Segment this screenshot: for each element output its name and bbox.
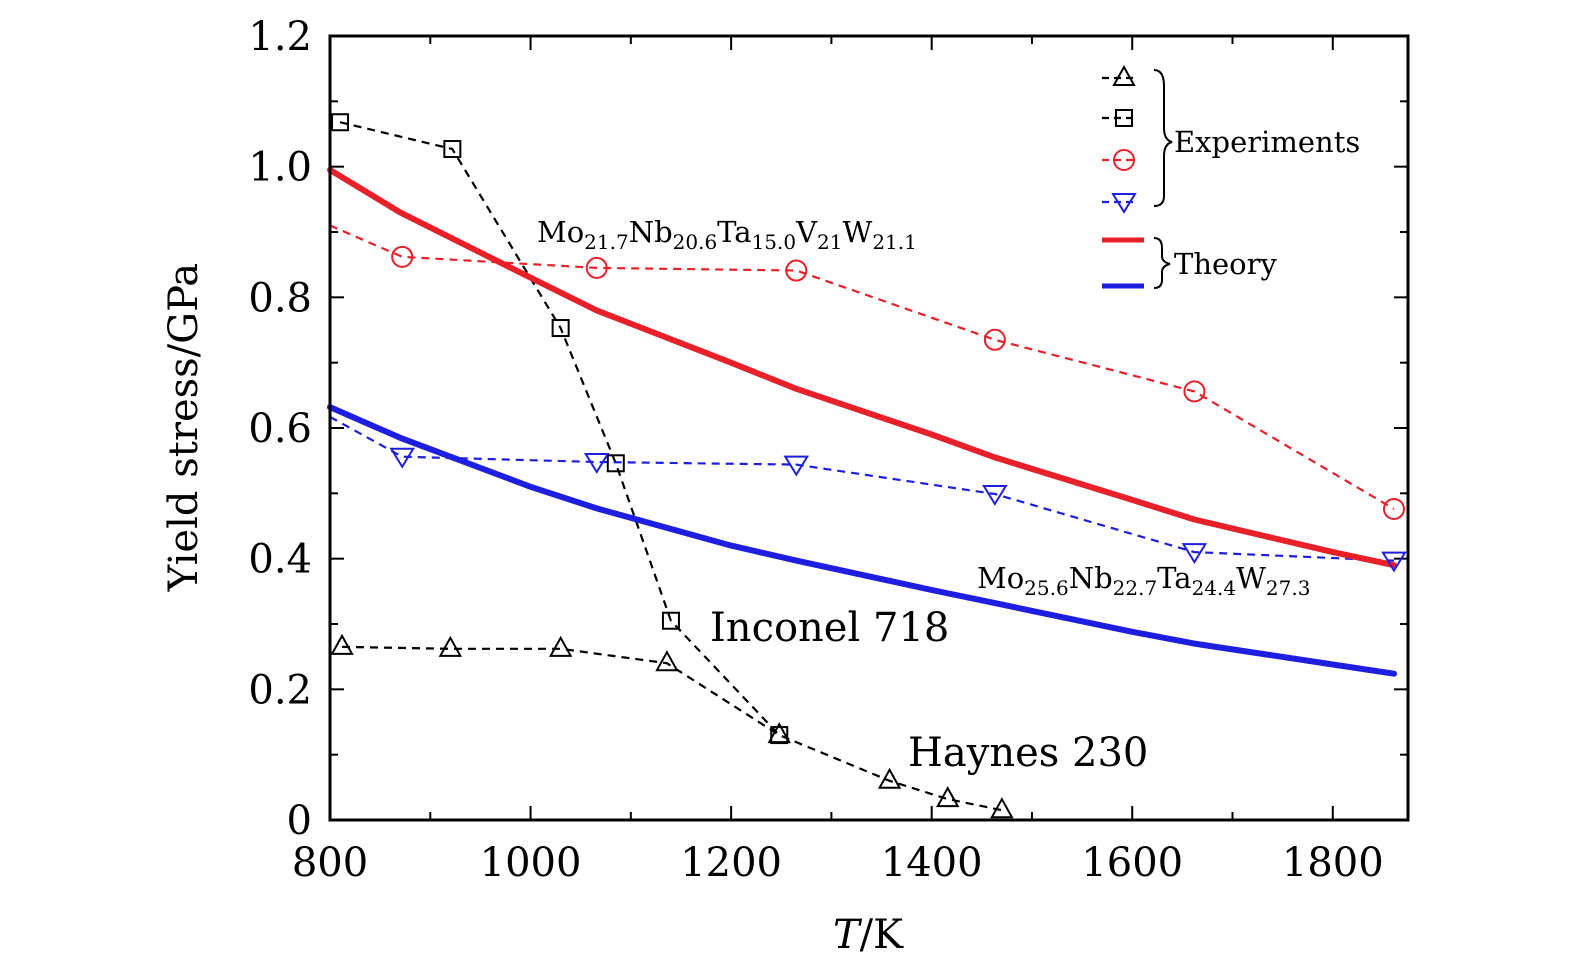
annotation-blue-alloy: Mo25.6Nb22.7Ta24.4W27.3 — [977, 561, 1310, 600]
x-tick-label: 1400 — [881, 840, 983, 886]
y-tick-label: 1.2 — [248, 14, 312, 60]
data-point-0 — [877, 767, 902, 789]
legend-brace-theory — [1153, 237, 1171, 289]
y-tick-label: 0.6 — [248, 406, 312, 452]
y-tick-label: 0.2 — [248, 667, 312, 713]
experiment-line-1 — [339, 121, 781, 736]
data-point-1 — [551, 319, 570, 338]
data-point-3 — [982, 484, 1008, 506]
data-point-3 — [389, 447, 415, 469]
legend: Experiments Theory — [1102, 64, 1360, 289]
series-lines — [327, 121, 1397, 812]
data-point-2 — [785, 259, 808, 282]
theory-line-5 — [327, 404, 1397, 677]
data-point-0 — [548, 635, 573, 657]
data-point-0 — [936, 786, 960, 808]
annotation-inconel: Inconel 718 — [710, 605, 949, 651]
data-point-1 — [770, 726, 789, 745]
data-point-0 — [438, 635, 463, 657]
x-tick-label: 1200 — [680, 840, 782, 886]
annotation-red-alloy: Mo21.7Nb20.6Ta15.0V21W21.1 — [537, 215, 917, 254]
experiment-line-0 — [341, 645, 1003, 812]
data-point-1 — [661, 611, 680, 630]
data-point-3 — [1381, 551, 1407, 573]
data-point-2 — [585, 256, 608, 279]
y-tick-label: 0 — [287, 798, 312, 844]
experiment-line-3 — [329, 415, 1395, 562]
legend-marker — [1112, 64, 1136, 86]
data-point-3 — [1181, 543, 1208, 565]
data-point-2 — [983, 328, 1006, 351]
x-tick-label: 1600 — [1081, 840, 1183, 886]
data-point-1 — [606, 454, 625, 473]
data-point-1 — [443, 140, 462, 159]
legend-experiments-label: Experiments — [1174, 125, 1360, 159]
legend-marker — [1115, 109, 1133, 127]
legend-marker — [1113, 149, 1135, 171]
y-tick-label: 0.4 — [248, 537, 312, 583]
experiment-line-2 — [329, 224, 1395, 510]
tick-labels: 800 1000 1200 1400 1600 1800 0 0.2 0.4 0.6 0.8 1.0 1… — [248, 14, 1383, 886]
data-point-0 — [330, 633, 354, 655]
legend-marker — [1111, 193, 1137, 214]
series-markers — [330, 113, 1407, 819]
plot-frame — [328, 34, 1410, 822]
data-point-1 — [331, 113, 350, 132]
data-point-3 — [583, 452, 610, 474]
x-tick-label: 1000 — [480, 840, 582, 886]
data-point-0 — [990, 797, 1014, 819]
y-axis-label: Yield stress/GPa — [161, 263, 207, 592]
y-tick-label: 1.0 — [248, 145, 312, 191]
legend-brace — [1153, 69, 1173, 207]
data-point-3 — [783, 455, 810, 477]
data-point-0 — [655, 650, 679, 672]
data-point-2 — [1183, 380, 1206, 403]
theory-line-4 — [327, 166, 1397, 569]
annotation-haynes: Haynes 230 — [908, 730, 1148, 776]
data-point-2 — [391, 245, 414, 268]
x-axis-label: T/K — [833, 912, 904, 958]
x-tick-label: 1800 — [1282, 840, 1384, 886]
data-point-2 — [1382, 498, 1405, 521]
x-tick-label: 800 — [292, 840, 368, 886]
legend-theory-label: Theory — [1174, 247, 1278, 281]
y-tick-label: 0.8 — [248, 275, 312, 321]
